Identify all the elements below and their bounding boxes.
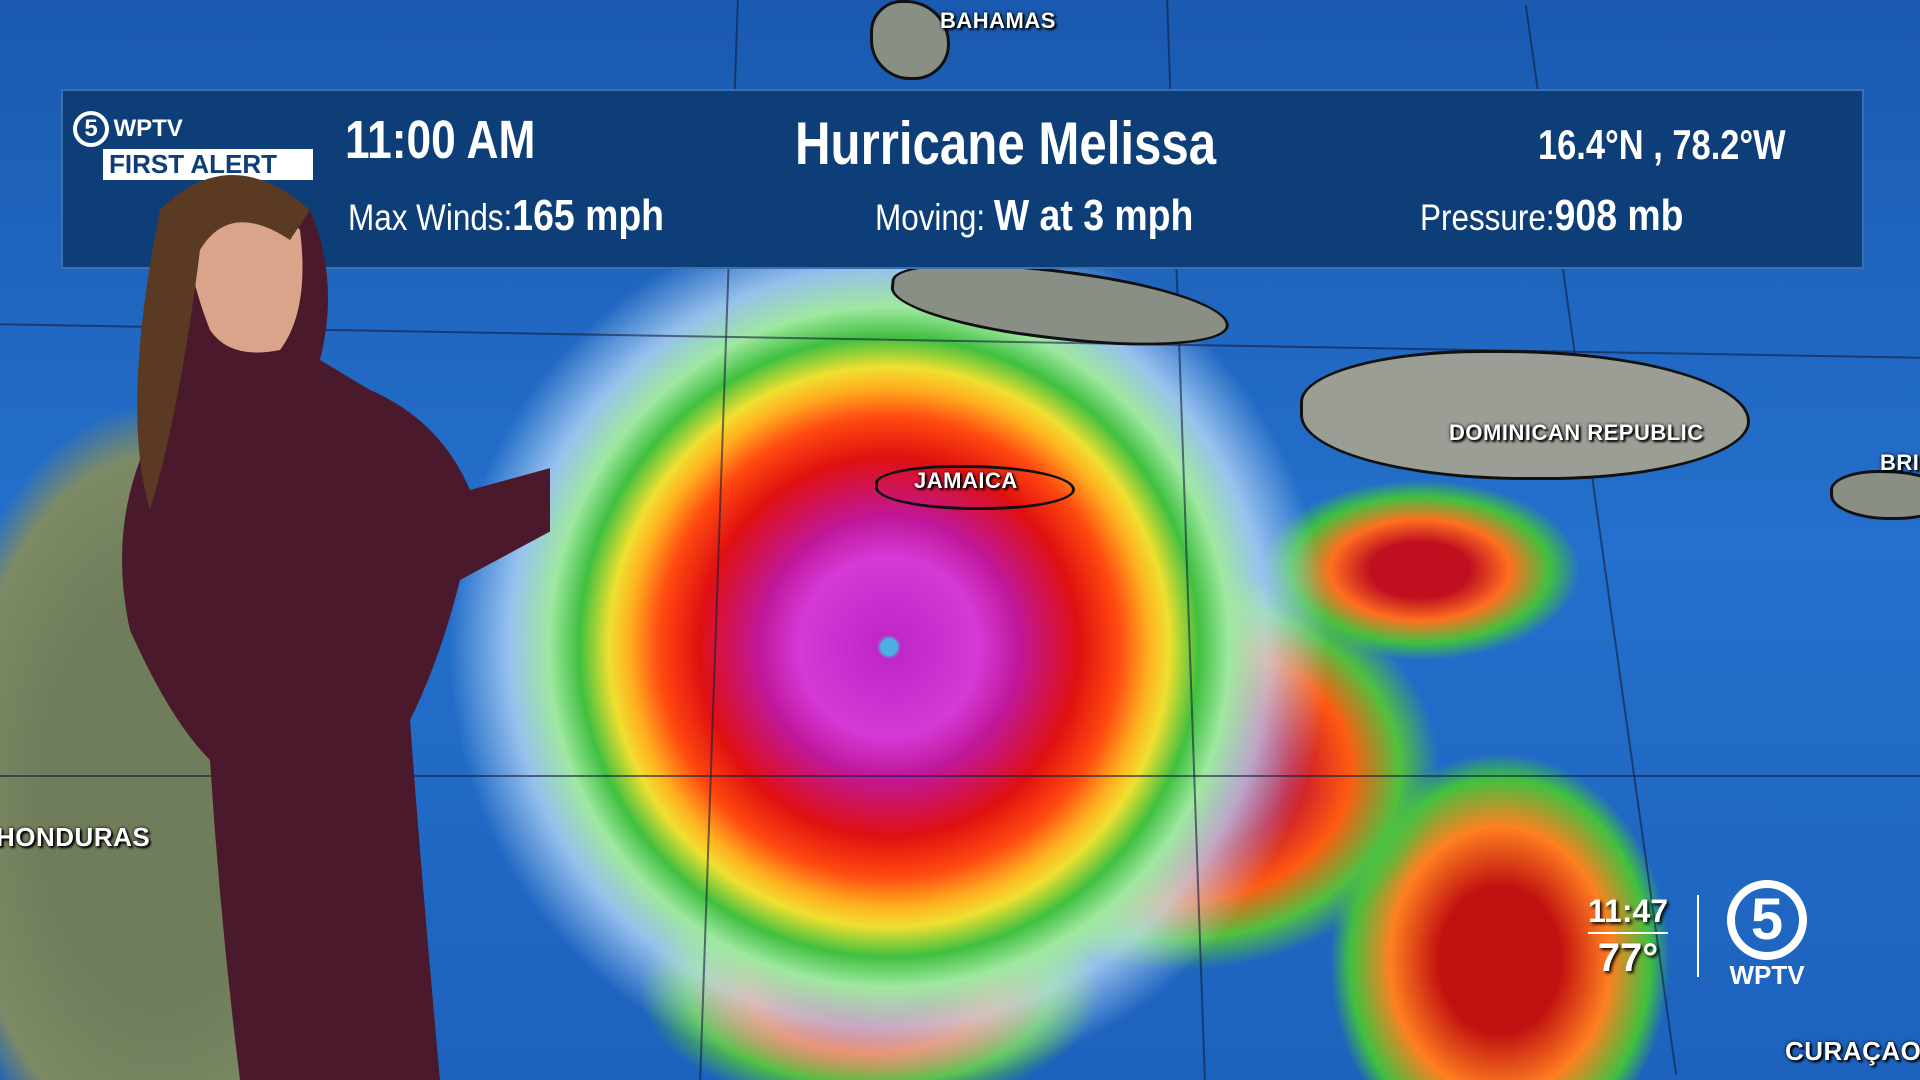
label-bahamas: BAHAMAS [940, 8, 1056, 33]
wptv-first-alert-logo: 5 WPTV FIRST ALERT [73, 111, 313, 180]
hispaniola-land [1300, 350, 1750, 480]
channel-5-peacock-icon: 5 [1727, 880, 1807, 960]
label-curacao: CURAÇAO [1785, 1036, 1920, 1066]
wptv-station-logo: 5 WPTV [1712, 880, 1822, 991]
bahamas-land [870, 0, 950, 80]
label-partial-country: BRI [1880, 450, 1920, 475]
label-honduras: HONDURAS [0, 822, 151, 852]
max-winds: Max Winds:165 mph [348, 191, 665, 240]
channel-5-icon: 5 [73, 111, 109, 147]
storm-coordinates: 16.4°N , 78.2°W [1538, 121, 1786, 168]
current-temperature: 77° [1597, 936, 1659, 980]
puerto-rico-land [1830, 470, 1920, 520]
logo-text: WPTV [113, 115, 183, 142]
logo-subtext: FIRST ALERT [103, 149, 313, 180]
bug-divider [1697, 895, 1699, 977]
advisory-time: 11:00 AM [345, 110, 536, 170]
meteorologist-presenter [122, 175, 550, 1080]
pressure-value: 908 mb [1554, 191, 1684, 240]
storm-name: Hurricane Melissa [795, 110, 1217, 177]
pressure: Pressure:908 mb [1420, 191, 1684, 240]
max-winds-value: 165 mph [512, 191, 665, 240]
label-dominican-republic: DOMINICAN REPUBLIC [1449, 420, 1704, 445]
storm-info-banner: 5 WPTV FIRST ALERT 11:00 AM Hurricane Me… [61, 89, 1864, 269]
station-clock-weather: 11:47 77° [1588, 893, 1668, 981]
jamaica-outline [875, 465, 1075, 510]
station-name: WPTV [1729, 960, 1805, 990]
lat-grid-line [0, 775, 1920, 777]
moving-value: W at 3 mph [993, 191, 1194, 240]
label-jamaica: JAMAICA [914, 468, 1018, 493]
current-time: 11:47 [1588, 893, 1669, 929]
movement: Moving: W at 3 mph [875, 191, 1194, 240]
